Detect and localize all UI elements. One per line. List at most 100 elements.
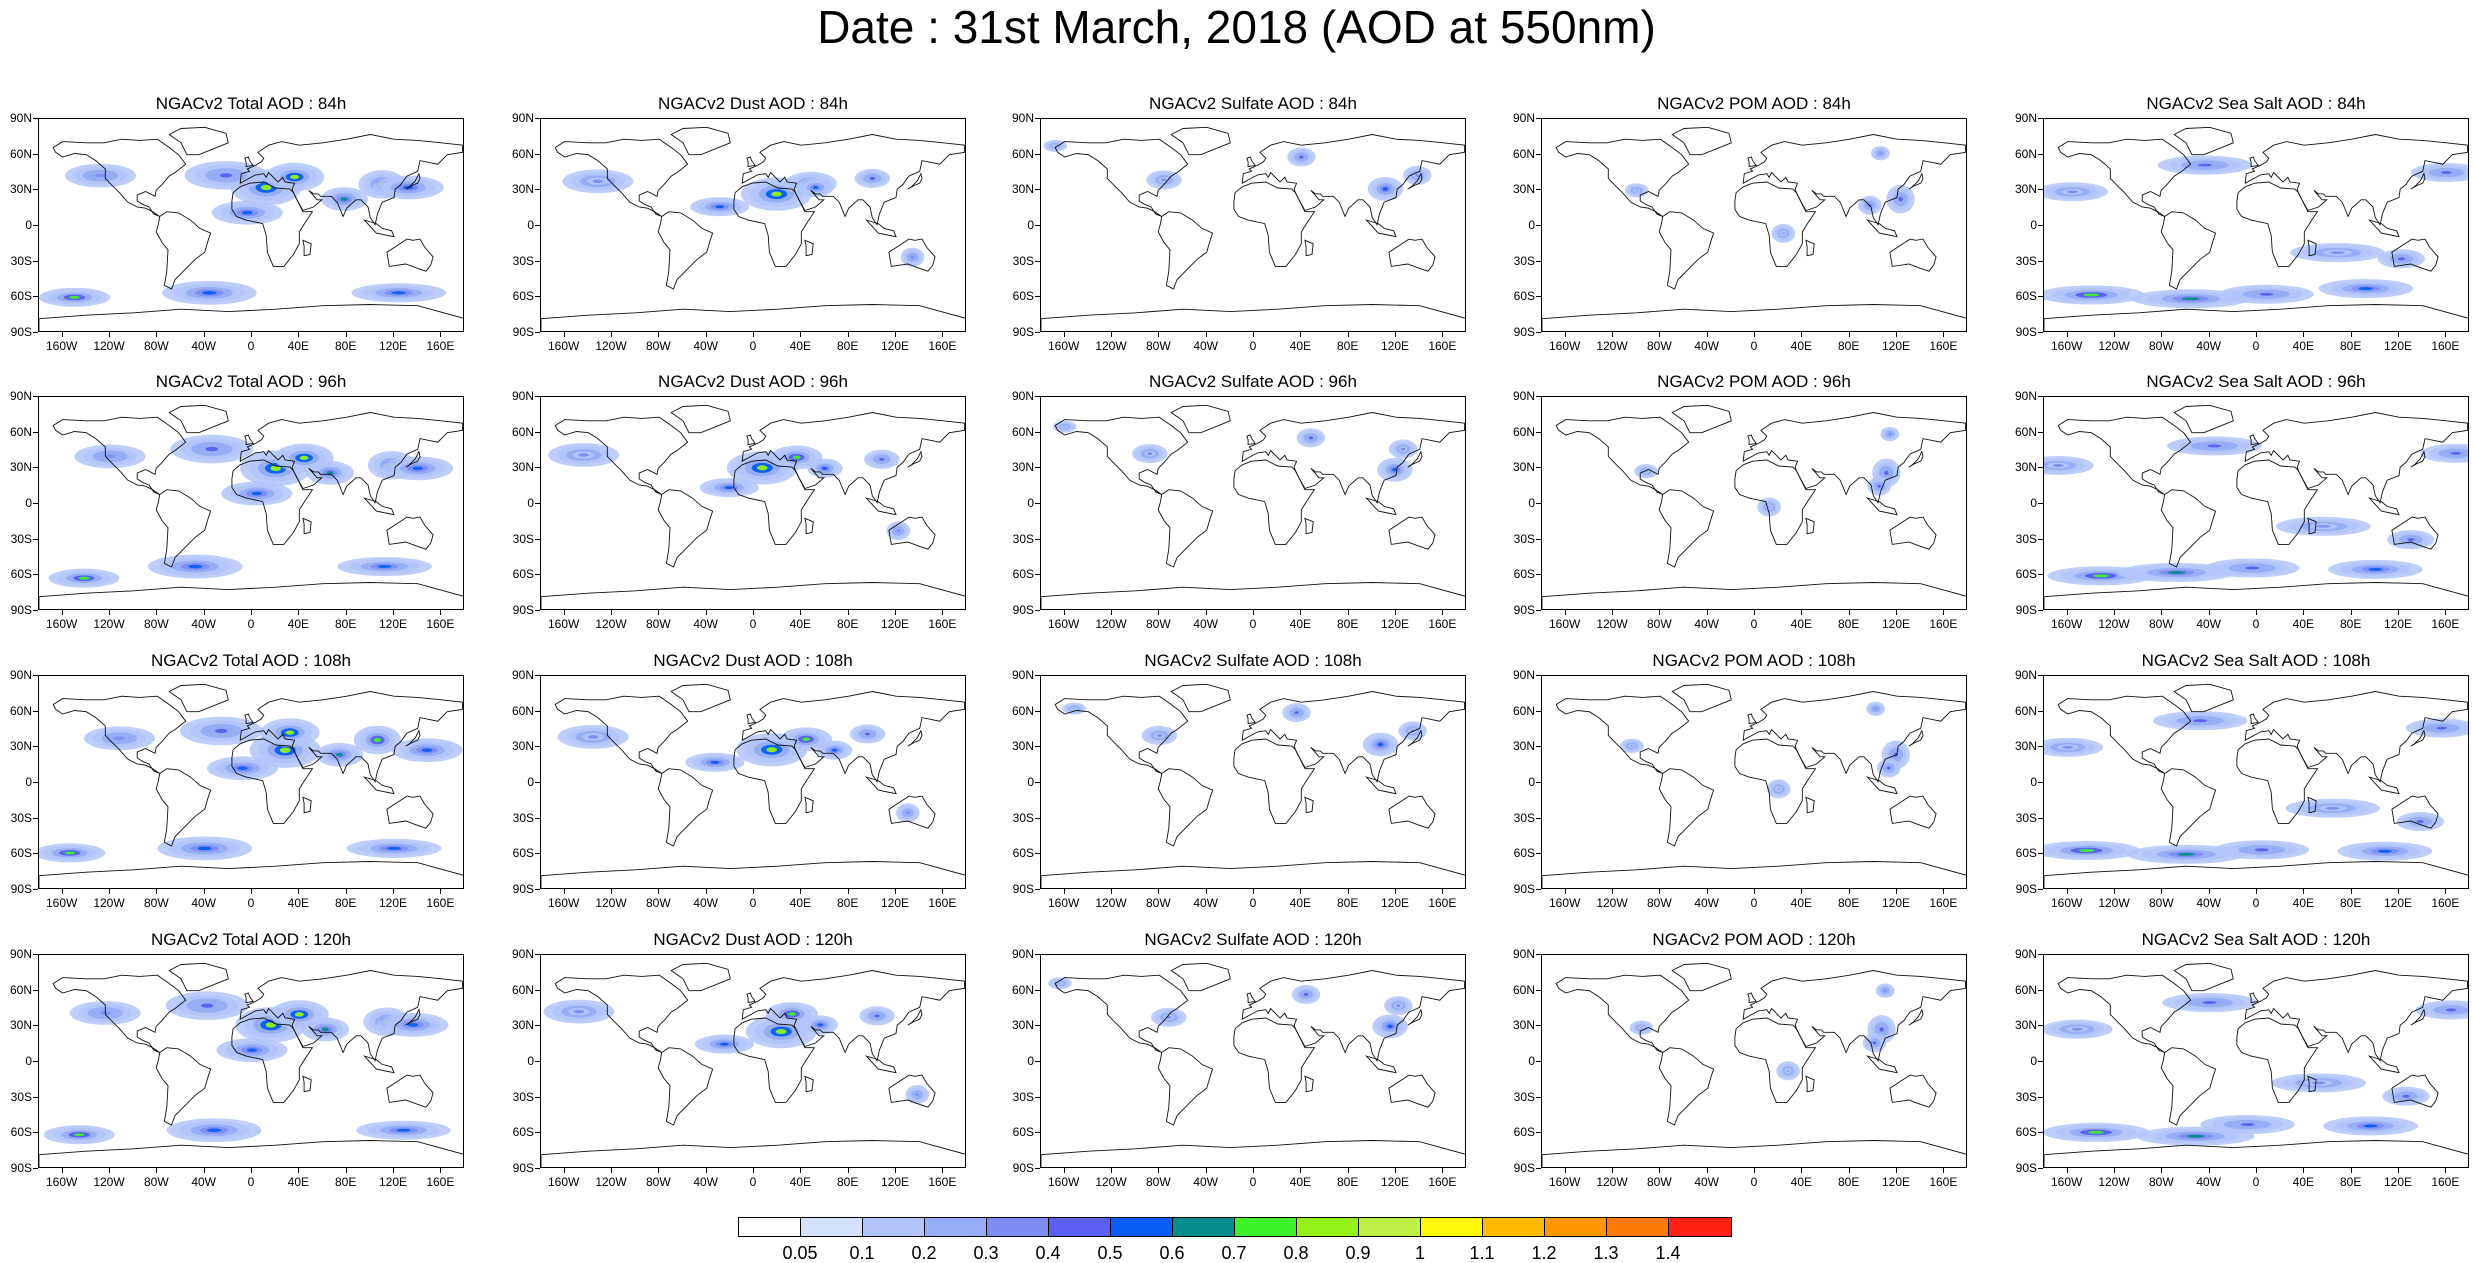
longitude-tick [2256, 332, 2257, 337]
coastline [1364, 219, 1397, 238]
main-title: Date : 31st March, 2018 (AOD at 550nm) [817, 1, 1656, 53]
coastline [1658, 1047, 1715, 1126]
coastline [1805, 796, 1815, 814]
coastline [2391, 1074, 2439, 1108]
latitude-tick [1035, 853, 1040, 855]
aod-contour [2186, 1134, 2205, 1138]
longitude-tick [203, 332, 205, 337]
aod-contour [2368, 567, 2383, 571]
aod-contour [1072, 707, 1076, 710]
longitude-label: 120W [1095, 339, 1127, 353]
aod-field [1542, 404, 1966, 609]
longitude-tick [2161, 332, 2163, 337]
world-map [2043, 118, 2469, 332]
longitude-label: 160E [1428, 339, 1457, 353]
latitude-label: 90N [2014, 668, 2037, 682]
longitude-tick [2066, 332, 2068, 337]
latitude-tick [33, 153, 38, 155]
longitude-label: 120E [880, 339, 910, 353]
latitude-label: 30S [512, 1089, 534, 1104]
longitude-label: 160E [928, 339, 957, 353]
aod-contour [321, 1027, 329, 1032]
colorbar-swatch [801, 1218, 863, 1236]
coastline [1671, 404, 1732, 434]
latitude-label: 90S [1513, 882, 1535, 896]
longitude-tick [1706, 889, 1708, 894]
colorbar-level-label: 0.5 [1097, 1243, 1123, 1263]
coastline [1742, 134, 1966, 226]
coastline [1889, 238, 1937, 272]
world-map [38, 118, 464, 332]
longitude-tick [942, 610, 944, 615]
coastline [541, 861, 965, 888]
latitude-label: 90S [512, 325, 534, 339]
coastline [239, 412, 463, 504]
longitude-label: 160E [2431, 339, 2460, 353]
aod-contour [1883, 989, 1887, 992]
aod-contour [1886, 766, 1891, 770]
longitude-tick [1801, 889, 1803, 894]
latitude-label: 30S [1012, 1089, 1034, 1104]
longitude-tick [2445, 332, 2447, 337]
coastline [168, 683, 229, 713]
coastline [362, 776, 395, 795]
aod-contour [1303, 993, 1309, 996]
latitude-label: 0 [527, 1054, 534, 1068]
latitude-tick [1035, 746, 1040, 748]
coastline [2244, 412, 2468, 504]
coastline [39, 861, 463, 888]
aod-contour [241, 210, 253, 215]
latitude-label: 90N [9, 668, 32, 682]
longitude-tick [2161, 610, 2163, 615]
longitude-tick [1612, 610, 1613, 615]
latitude-tick [535, 1168, 540, 1169]
aod-contour [1872, 1041, 1877, 1045]
longitude-label: 80W [2148, 617, 2174, 631]
aod-contour [78, 576, 90, 580]
coastline [1889, 1074, 1937, 1108]
aod-contour [812, 186, 819, 189]
longitude-label: 160E [928, 896, 957, 910]
longitude-tick [345, 610, 347, 615]
coastline [741, 134, 965, 226]
aod-contour [1634, 189, 1639, 192]
world-map [1541, 396, 1967, 610]
aod-contour [573, 1009, 585, 1014]
longitude-tick [1943, 889, 1945, 894]
longitude-label: 120W [1095, 1175, 1127, 1189]
coastline [2244, 970, 2468, 1062]
colorbar-level-label: 1 [1414, 1243, 1425, 1263]
coastline [670, 683, 731, 713]
coastline [1388, 1074, 1436, 1108]
longitude-tick [2161, 1168, 2163, 1173]
coastline [155, 211, 212, 290]
longitude-label: 160W [1047, 339, 1080, 353]
coastline [244, 156, 255, 168]
aod-contour [1884, 470, 1889, 475]
world-map [1541, 118, 1967, 332]
aod-contour [2436, 726, 2447, 730]
latitude-label: 90S [512, 603, 534, 617]
latitude-label: 90N [511, 668, 534, 682]
latitude-tick [33, 225, 38, 226]
map-panel-sulfate-r3: NGACv2 Sulfate AOD : 120h 90N 60N 30N 0 30S 60… [1012, 930, 1466, 1188]
coastline [1555, 974, 1690, 1053]
latitude-label: 90S [10, 603, 32, 617]
latitude-label: 60N [1011, 146, 1034, 161]
map-panel-seasalt-r1: NGACv2 Sea Salt AOD : 96h 90N 60N 30N 0 30S 60… [2015, 372, 2469, 630]
latitude-tick [2038, 574, 2043, 576]
latitude-tick [33, 431, 38, 433]
longitude-tick [1564, 610, 1566, 615]
aod-contour [1062, 425, 1067, 428]
coastline [2249, 156, 2260, 168]
coastline [2160, 211, 2217, 290]
longitude-tick [109, 889, 110, 894]
latitude-label: 0 [1027, 218, 1034, 232]
coastline [405, 172, 421, 190]
latitude-tick [535, 610, 540, 611]
longitude-label: 40E [287, 339, 309, 353]
coastline [244, 434, 255, 446]
aod-contour [2358, 287, 2373, 290]
latitude-label: 60N [2014, 703, 2037, 718]
longitude-label: 0 [2252, 617, 2260, 631]
